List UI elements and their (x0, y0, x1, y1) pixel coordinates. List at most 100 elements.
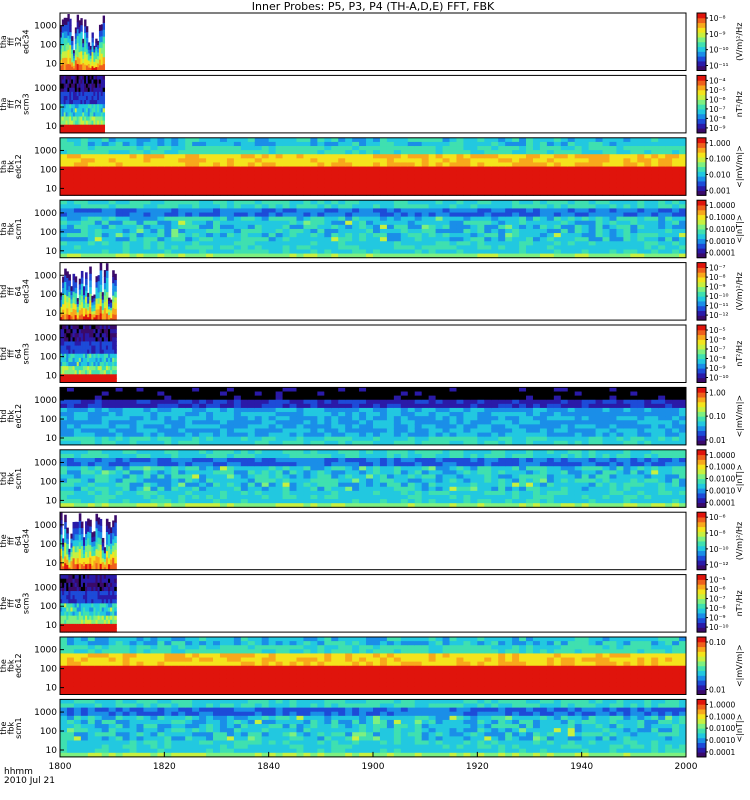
spectrogram-cell (546, 204, 555, 209)
spectrogram-cell (150, 420, 158, 425)
spectrogram-cell (78, 95, 81, 101)
spectrogram-cell (324, 187, 332, 192)
spectrogram-cell (100, 120, 104, 126)
spectrogram-cell (247, 253, 256, 259)
spectrogram-cell (616, 208, 624, 214)
spectrogram-cell (80, 91, 83, 97)
spectrogram-cell (498, 420, 506, 425)
spectrogram-cell (512, 233, 520, 238)
spectrogram-cell (602, 220, 610, 226)
spectrogram-cell (102, 43, 106, 51)
spectrogram-cell (143, 170, 151, 176)
spectrogram-cell (512, 141, 520, 147)
spectrogram-cell (379, 387, 388, 393)
spectrogram-cell (630, 241, 638, 246)
spectrogram-cell (428, 208, 437, 214)
spectrogram-cell (192, 420, 200, 425)
spectrogram-cell (630, 154, 638, 159)
spectrogram-cell (199, 212, 207, 218)
spectrogram-cell (82, 91, 85, 97)
spectrogram-cell (76, 303, 80, 307)
spectrogram-cell (303, 204, 311, 209)
spectrogram-cell (115, 412, 124, 417)
spectrogram-cell (574, 241, 583, 246)
spectrogram-cell (359, 162, 367, 168)
spectrogram-cell (74, 329, 78, 334)
spectrogram-cell (546, 391, 555, 397)
spectrogram-cell (68, 353, 71, 359)
spectrogram-cell (484, 208, 492, 214)
spectrogram-cell (442, 420, 451, 425)
spectrogram-cell (609, 220, 617, 226)
spectrogram-cell (602, 208, 610, 214)
spectrogram-cell (512, 428, 520, 434)
spectrogram-cell (213, 191, 221, 196)
spectrogram-cell (254, 204, 263, 209)
spectrogram-cell (393, 245, 402, 250)
spectrogram-cell (512, 420, 520, 425)
spectrogram-cell (136, 395, 144, 401)
spectrogram-cell (78, 314, 82, 321)
spectrogram-cell (100, 79, 104, 85)
spectrogram-cell (442, 412, 451, 417)
spectrogram-cell (150, 212, 158, 218)
spectrogram-cell (247, 233, 256, 238)
spectrogram-cell (553, 412, 562, 417)
spectrogram-cell (91, 301, 94, 306)
spectrogram-cell (373, 387, 381, 393)
spectrogram-cell (373, 241, 381, 246)
spectrogram-cell (609, 416, 617, 421)
spectrogram-cell (97, 95, 100, 101)
spectrogram-cell (93, 333, 96, 338)
spectrogram-cell (72, 296, 76, 304)
spectrogram-cell (428, 228, 437, 234)
spectrogram-cell (80, 170, 89, 176)
spectrogram-cell (352, 233, 360, 238)
spectrogram-cell (89, 75, 93, 81)
spectrogram-cell (665, 249, 673, 255)
colorbar-segment (697, 243, 706, 249)
spectrogram-cell (93, 112, 96, 117)
spectrogram-cell (567, 395, 576, 401)
spectrogram-cell (206, 224, 214, 230)
spectrogram-cell (192, 245, 200, 250)
spectrogram-cell (114, 374, 117, 379)
spectrogram-cell (247, 178, 256, 184)
spectrogram-cell (97, 100, 100, 105)
spectrogram-cell (97, 87, 100, 93)
spectrogram-cell (85, 83, 89, 89)
panel-background (60, 325, 686, 383)
spectrogram-cell (324, 407, 332, 413)
panel-background (60, 75, 686, 133)
spectrogram-cell (103, 361, 107, 367)
spectrogram-cell (60, 237, 68, 242)
spectrogram-cell (658, 174, 666, 180)
spectrogram-cell (87, 91, 91, 97)
spectrogram-cell (82, 286, 86, 292)
colorbar-segment (697, 358, 706, 364)
spectrogram-cell (233, 146, 242, 151)
colorbar-tick-label: 10⁻⁹ (709, 364, 726, 373)
spectrogram-cell (574, 170, 583, 176)
spectrogram-cell (78, 333, 82, 338)
spectrogram-cell (581, 137, 590, 143)
spectrogram-cell (80, 333, 84, 338)
spectrogram-cell (282, 241, 291, 246)
spectrogram-cell (310, 150, 318, 155)
spectrogram-cell (296, 187, 304, 192)
colorbar-tick-label: 10⁻⁷ (709, 264, 726, 273)
spectrogram-cell (512, 162, 520, 168)
spectrogram-cell (94, 154, 103, 159)
spectrogram-cell (379, 253, 388, 259)
spectrogram-cell (157, 416, 165, 421)
spectrogram-cell (164, 204, 172, 209)
spectrogram-cell (80, 391, 89, 397)
spectrogram-cell (532, 174, 541, 180)
spectrogram-cell (192, 212, 200, 218)
spectrogram-cell (171, 178, 179, 184)
spectrogram-cell (644, 146, 652, 151)
spectrogram-cell (428, 216, 437, 222)
spectrogram-cell (164, 399, 172, 405)
spectrogram-cell (400, 204, 409, 209)
spectrogram-cell (226, 233, 235, 238)
